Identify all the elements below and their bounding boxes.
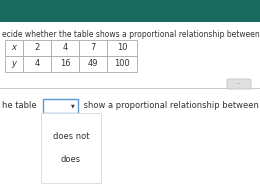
Text: ecide whether the table shows a proportional relationship between x and y.: ecide whether the table shows a proporti… [2, 30, 260, 39]
Bar [0, 0, 260, 22]
Bar [107, 40, 137, 56]
Text: he table: he table [2, 102, 37, 110]
Text: does: does [61, 155, 81, 164]
Bar [5, 40, 23, 56]
Text: 16: 16 [60, 60, 70, 68]
Text: x: x [11, 43, 16, 53]
Bar [5, 56, 23, 72]
Text: 7: 7 [90, 43, 96, 53]
Bar [51, 40, 79, 56]
Text: 2: 2 [34, 43, 40, 53]
Text: y: y [11, 60, 16, 68]
Text: ▼: ▼ [71, 103, 75, 108]
Bar [43, 99, 78, 113]
Bar [79, 40, 107, 56]
Bar [23, 56, 51, 72]
Text: 49: 49 [88, 60, 98, 68]
Text: 4: 4 [62, 43, 68, 53]
Bar [51, 56, 79, 72]
Text: does not: does not [53, 132, 89, 141]
Text: 100: 100 [114, 60, 130, 68]
Bar [23, 40, 51, 56]
Text: 10: 10 [117, 43, 127, 53]
Text: ···: ··· [237, 82, 241, 87]
Text: 4: 4 [34, 60, 40, 68]
Text: show a proportional relationship between x and y.: show a proportional relationship between… [81, 102, 260, 110]
Bar [79, 56, 107, 72]
Bar [41, 113, 101, 183]
Bar [107, 56, 137, 72]
FancyBboxPatch shape [227, 79, 251, 89]
